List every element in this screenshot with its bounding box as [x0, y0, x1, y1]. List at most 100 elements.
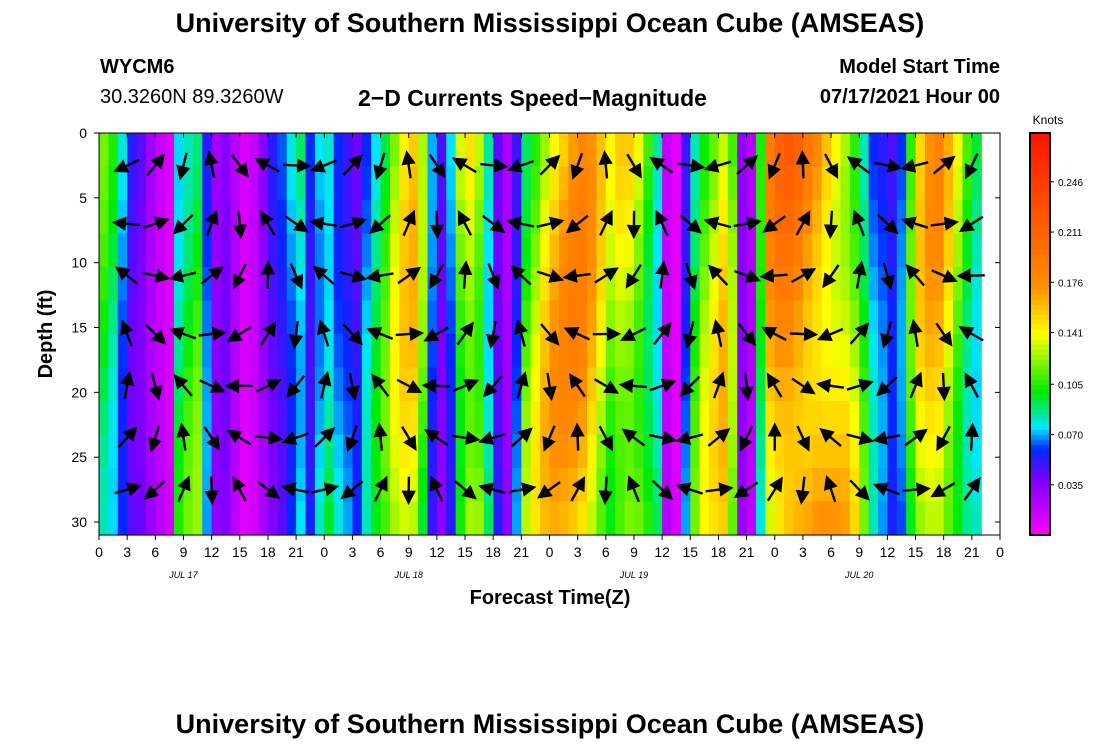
heatmap-cell: [568, 401, 579, 436]
heatmap-cell: [924, 233, 935, 268]
colorbar-swatch: [1030, 349, 1050, 355]
heatmap-cell: [605, 133, 616, 168]
colorbar-swatch: [1030, 514, 1050, 521]
heatmap-cell: [709, 200, 720, 235]
heatmap-cell: [145, 334, 156, 369]
heatmap-cell: [633, 300, 644, 335]
colorbar-tick-label: 0.141: [1058, 329, 1083, 340]
current-vector: [649, 156, 674, 174]
heatmap-cell: [380, 434, 391, 469]
heatmap-cell: [333, 334, 344, 369]
heatmap-cell: [521, 166, 532, 201]
heatmap-cell: [314, 501, 325, 536]
heatmap-cell: [136, 334, 147, 369]
heatmap-cell: [446, 434, 457, 469]
heatmap-cell: [643, 233, 654, 268]
heatmap-cell: [99, 468, 109, 503]
current-vector: [570, 476, 586, 502]
heatmap-cell: [746, 133, 757, 168]
heatmap-cell: [521, 233, 532, 268]
heatmap-cell: [568, 166, 579, 201]
heatmap-cell: [915, 300, 926, 335]
heatmap-cell: [906, 401, 917, 436]
heatmap-cell: [643, 401, 654, 436]
heatmap-cell: [521, 133, 532, 168]
current-vector: [168, 268, 197, 283]
heatmap-cell: [521, 267, 532, 302]
heatmap-cell: [436, 334, 447, 369]
heatmap-cell: [136, 401, 147, 436]
current-vector: [766, 372, 783, 398]
colorbar-swatch: [1030, 308, 1050, 315]
heatmap-cell: [343, 334, 354, 369]
colorbar-swatch: [1030, 198, 1050, 204]
heatmap-cell: [127, 401, 138, 436]
heatmap-cell: [821, 133, 832, 168]
heatmap-cell: [690, 267, 701, 302]
current-vector: [142, 268, 171, 283]
heatmap-cell: [840, 233, 851, 268]
heatmap-cell: [971, 300, 982, 335]
heatmap-cell: [164, 300, 175, 335]
heatmap-cell: [906, 166, 917, 201]
current-vector: [452, 378, 480, 393]
heatmap-cell: [887, 200, 898, 235]
heatmap-cell: [887, 300, 898, 335]
heatmap-cell: [568, 334, 579, 369]
colorbar-swatch: [1030, 384, 1050, 390]
heatmap-cell: [662, 334, 673, 369]
heatmap-cell: [277, 300, 288, 335]
current-vector: [373, 475, 388, 502]
current-vector: [936, 372, 951, 402]
heatmap-cell: [211, 300, 222, 335]
heatmap-cell: [774, 501, 785, 536]
heatmap-cell: [221, 300, 231, 335]
heatmap-cell: [605, 233, 616, 268]
heatmap-cell: [511, 501, 522, 536]
heatmap-cell: [192, 200, 203, 235]
heatmap-cell: [296, 334, 307, 369]
current-vector: [651, 479, 674, 501]
heatmap-cell: [211, 267, 222, 302]
heatmap-cell: [812, 501, 823, 536]
heatmap-cell: [145, 233, 156, 268]
current-vector: [849, 322, 870, 345]
heatmap-cell: [699, 166, 710, 201]
current-vector: [486, 263, 501, 291]
heatmap-cell: [671, 267, 682, 302]
heatmap-cell: [962, 434, 973, 469]
heatmap-cell: [802, 267, 813, 302]
heatmap-cell: [633, 367, 644, 402]
current-vector: [143, 480, 166, 500]
heatmap-cell: [755, 468, 766, 503]
current-vector: [373, 152, 388, 181]
current-vector: [288, 320, 304, 350]
heatmap-cell: [277, 166, 288, 201]
heatmap-cell: [540, 166, 551, 201]
heatmap-cell: [117, 401, 128, 436]
heatmap-cell: [849, 200, 860, 235]
heatmap-cell: [483, 401, 494, 436]
heatmap-cell: [587, 133, 598, 168]
heatmap-cell: [662, 267, 673, 302]
heatmap-cell: [568, 200, 579, 235]
colorbar-swatch: [1030, 394, 1050, 400]
heatmap-cell: [361, 267, 372, 302]
current-vector: [767, 152, 781, 180]
current-vector: [536, 481, 561, 499]
heatmap-cell: [915, 401, 926, 436]
heatmap-cell: [511, 233, 522, 268]
heatmap-cell: [746, 233, 757, 268]
heatmap-cell: [258, 334, 269, 369]
heatmap-cell: [343, 166, 354, 201]
current-vector: [120, 319, 134, 347]
colorbar-swatch: [1030, 519, 1050, 526]
heatmap-cell: [840, 200, 851, 235]
heatmap-cell: [493, 434, 504, 469]
colorbar-unit: Knots: [1033, 113, 1064, 127]
page-title-bottom: University of Southern Mississippi Ocean…: [175, 709, 925, 739]
current-vector: [281, 482, 310, 497]
heatmap-cell: [643, 501, 654, 536]
heatmap-cell: [511, 401, 522, 436]
heatmap-cell: [662, 401, 673, 436]
